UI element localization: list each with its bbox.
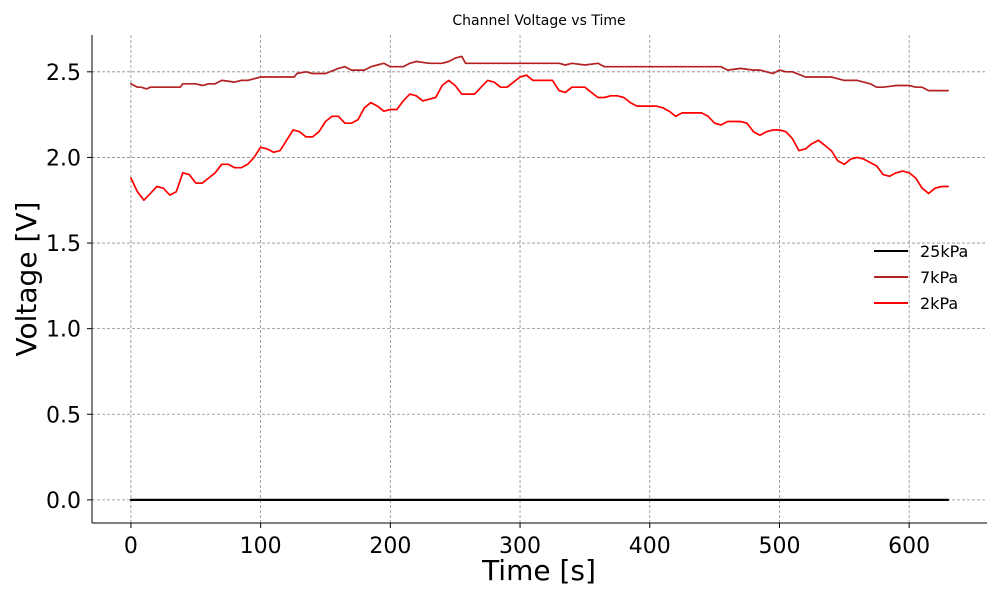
y-axis-label: Voltage [V]	[10, 202, 43, 357]
x-tick-label: 0	[124, 534, 138, 559]
y-tick-label: 0.5	[46, 403, 81, 428]
x-tick-label: 600	[888, 534, 930, 559]
chart-title: Channel Voltage vs Time	[452, 13, 625, 29]
x-tick-label: 400	[629, 534, 671, 559]
y-tick-label: 2.5	[46, 61, 81, 86]
series-line-7kpa	[130, 55, 949, 92]
y-tick-label: 1.5	[46, 232, 81, 257]
series-line-2kpa	[130, 74, 949, 202]
legend-label-2kpa: 2kPa	[920, 294, 958, 313]
series-lines	[129, 55, 950, 501]
y-tick-label: 2.0	[46, 146, 81, 171]
legend-label-25kpa: 25kPa	[920, 242, 968, 261]
x-tick-label: 200	[369, 534, 411, 559]
axes	[91, 35, 987, 524]
grid	[92, 35, 987, 523]
x-tick-label: 500	[758, 534, 800, 559]
y-tick-label: 0.0	[46, 489, 81, 514]
x-tick-label: 100	[240, 534, 282, 559]
legend: 25kPa 7kPa 2kPa	[874, 242, 968, 313]
legend-label-7kpa: 7kPa	[920, 268, 958, 287]
x-tick-label: 300	[499, 534, 541, 559]
y-tick-label: 1.0	[46, 318, 81, 343]
y-ticks: 0.0 0.5 1.0 1.5 2.0 2.5	[46, 61, 92, 514]
x-axis-label: Time [s]	[481, 554, 596, 587]
x-ticks: 0 100 200 300 400 500 600	[124, 523, 930, 559]
